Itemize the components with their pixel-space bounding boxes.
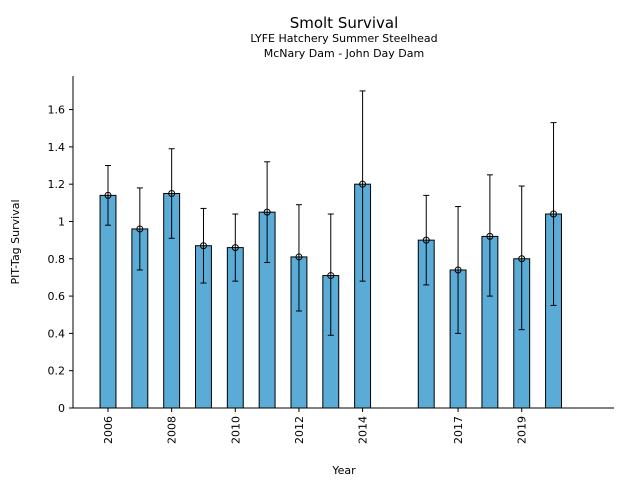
point-marker-2009 [199, 242, 207, 250]
point-marker-2007 [136, 225, 144, 233]
bar-2006 [99, 194, 117, 409]
point-marker-2014 [359, 180, 367, 188]
point-marker-2006 [104, 191, 112, 199]
y-tick-label: 0.4 [48, 327, 66, 340]
y-tick-label: 1.6 [48, 104, 66, 117]
point-marker-2019 [518, 255, 526, 263]
point-marker-2020 [550, 210, 558, 218]
point-marker-2017 [454, 266, 462, 274]
x-axis-label: Year [331, 464, 356, 477]
chart-subtitle-line-1: LYFE Hatchery Summer Steelhead [250, 32, 437, 45]
point-marker-2011 [263, 208, 271, 216]
chart-subtitle-line-2: McNary Dam - John Day Dam [264, 47, 424, 60]
y-tick-label: 0.2 [48, 365, 66, 378]
chart-title: Smolt Survival [290, 14, 399, 32]
point-marker-2012 [295, 253, 303, 261]
point-marker-2016 [422, 236, 430, 244]
point-marker-2008 [168, 190, 176, 198]
point-marker-2013 [327, 272, 335, 280]
y-tick-label: 0 [58, 402, 65, 415]
point-marker-2010 [231, 244, 239, 252]
x-tick-label: 2017 [452, 416, 465, 444]
x-tick-label: 2008 [166, 416, 179, 444]
x-tick-label: 2010 [229, 416, 242, 444]
plot-area: 0 0.2 0.4 0.6 0.8 1 1.2 1.4 1.6 2006 2008 2010 2012 2… [48, 76, 614, 444]
point-marker-2018 [486, 232, 494, 240]
x-tick-label: 2012 [293, 416, 306, 444]
y-tick-label: 1 [58, 215, 65, 228]
x-tick-label: 2014 [357, 416, 370, 444]
y-tick-label: 0.8 [48, 253, 66, 266]
y-tick-label: 1.4 [48, 141, 66, 154]
y-tick-label: 0.6 [48, 290, 66, 303]
y-tick-label: 1.2 [48, 178, 66, 191]
x-tick-label: 2006 [102, 416, 115, 444]
y-axis-label: PIT-Tag Survival [9, 199, 22, 284]
x-tick-label: 2019 [516, 416, 529, 444]
